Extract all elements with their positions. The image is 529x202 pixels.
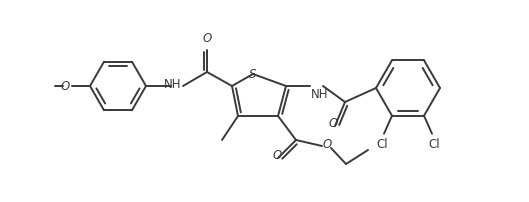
Text: NH: NH <box>311 88 329 101</box>
Text: O: O <box>203 32 212 45</box>
Text: O: O <box>329 117 338 130</box>
Text: Cl: Cl <box>376 138 388 151</box>
Text: NH: NH <box>163 79 181 92</box>
Text: O: O <box>323 139 332 152</box>
Text: S: S <box>249 68 257 81</box>
Text: O: O <box>61 80 70 93</box>
Text: O: O <box>272 149 281 162</box>
Text: Cl: Cl <box>428 138 440 151</box>
